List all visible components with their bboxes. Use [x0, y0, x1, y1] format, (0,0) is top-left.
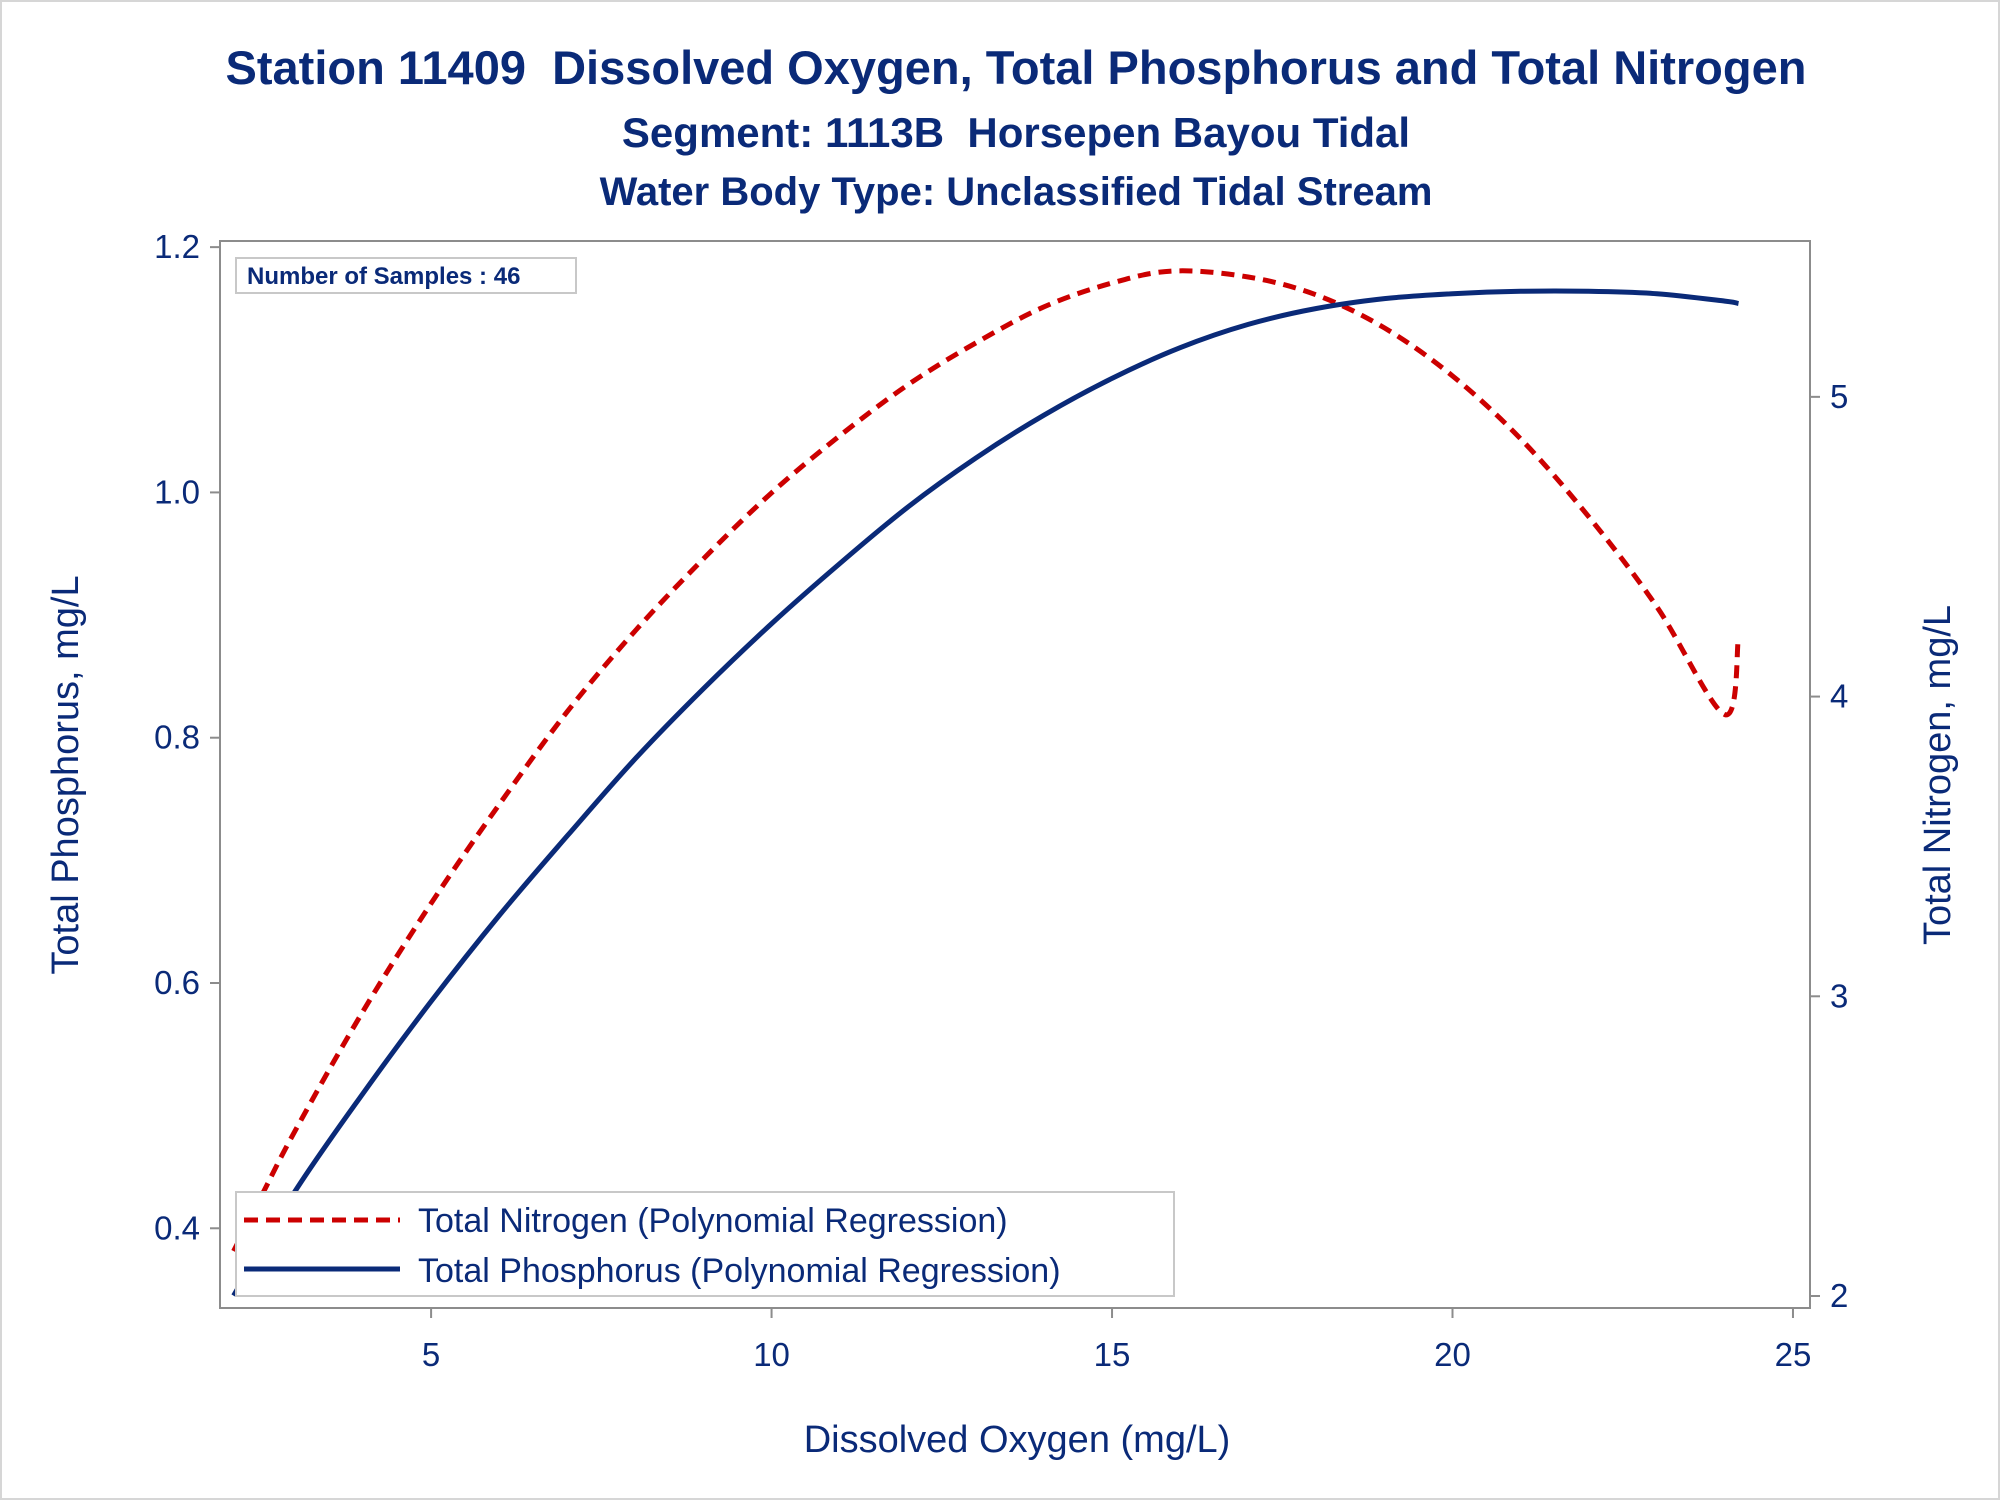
sample-count-box — [235, 257, 577, 294]
y2-tick-label: 4 — [1830, 678, 1848, 715]
sample-count-inset: Number of Samples : 46 — [235, 257, 577, 294]
plot-area — [219, 240, 1811, 1309]
axis-layer: 5 10 15 20 25 0.4 0.6 0.8 1.0 1.2 2 3 4 5 — [154, 228, 1848, 1373]
legend-box — [235, 1191, 1175, 1297]
legend-label-phosphorus: Total Phosphorus (Polynomial Regression) — [418, 1252, 1061, 1290]
y-tick-label: 0.6 — [154, 964, 200, 1001]
y2-tick-label: 3 — [1830, 977, 1848, 1014]
y-tick-label: 0.4 — [154, 1209, 200, 1246]
series-layer — [231, 268, 1741, 1297]
x-tick-label: 10 — [753, 1336, 790, 1373]
legend-label-nitrogen: Total Nitrogen (Polynomial Regression) — [418, 1202, 1008, 1240]
y-tick-label: 0.8 — [154, 719, 200, 756]
series-line-total-nitrogen — [231, 268, 1741, 1253]
y2-tick-label: 2 — [1830, 1277, 1848, 1314]
y2-tick-label: 5 — [1830, 378, 1848, 415]
x-tick-label: 15 — [1094, 1336, 1131, 1373]
chart-subtitle: Segment: 1113B Horsepen Bayou Tidal — [622, 109, 1410, 156]
y-tick-label: 1.2 — [154, 228, 200, 265]
legend: Total Nitrogen (Polynomial Regression) T… — [235, 1191, 1175, 1297]
chart-title: Station 11409 Dissolved Oxygen, Total Ph… — [226, 41, 1807, 94]
x-axis-label: Dissolved Oxygen (mg/L) — [804, 1419, 1231, 1461]
chart-subtitle-2: Water Body Type: Unclassified Tidal Stre… — [600, 170, 1433, 214]
y-tick-label: 1.0 — [154, 473, 200, 510]
x-tick-label: 20 — [1434, 1336, 1471, 1373]
y2-axis-label: Total Nitrogen, mg/L — [1917, 605, 1959, 945]
sample-count-label: Number of Samples : 46 — [247, 263, 520, 290]
x-tick-label: 25 — [1775, 1336, 1812, 1373]
y-axis-label: Total Phosphorus, mg/L — [45, 575, 87, 974]
series-line-total-phosphorus — [231, 288, 1740, 1297]
x-tick-label: 5 — [422, 1336, 440, 1373]
